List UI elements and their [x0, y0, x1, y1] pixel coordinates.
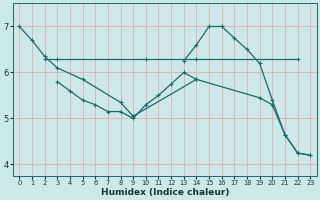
X-axis label: Humidex (Indice chaleur): Humidex (Indice chaleur) — [100, 188, 229, 197]
